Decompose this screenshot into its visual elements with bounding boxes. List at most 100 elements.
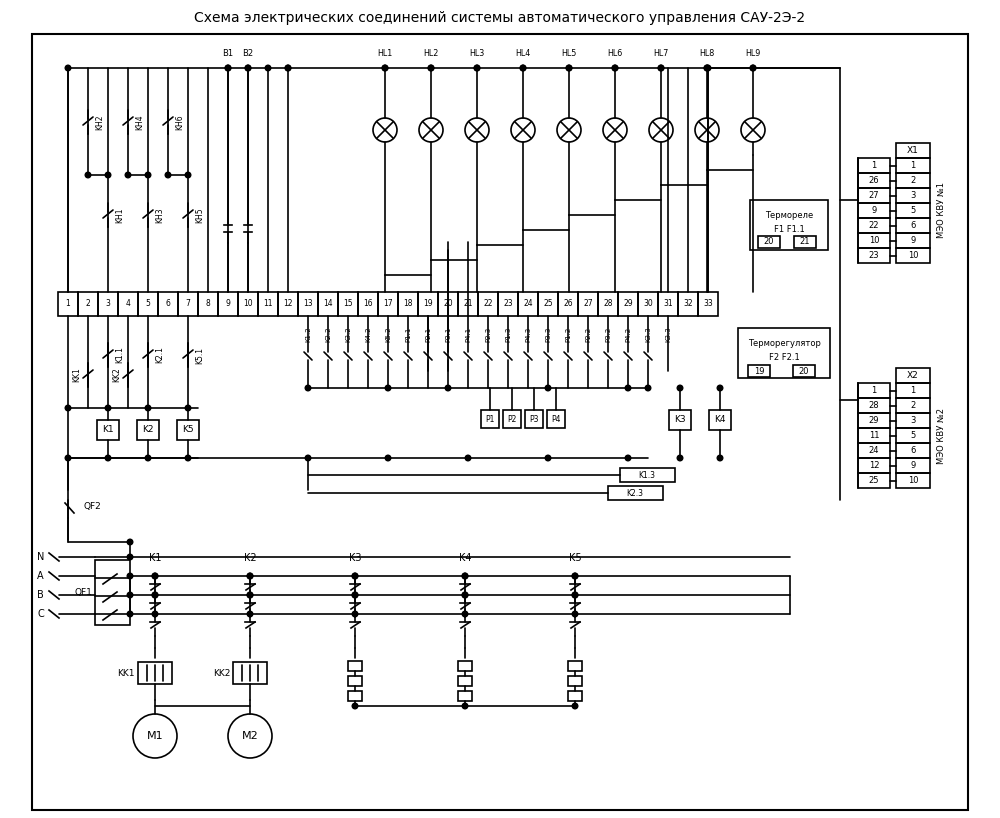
Circle shape	[185, 405, 191, 411]
Text: 26: 26	[869, 176, 879, 185]
Text: Терморегулятор: Терморегулятор	[748, 339, 820, 348]
Text: K1: K1	[102, 425, 114, 434]
Text: F1 F1.1: F1 F1.1	[774, 224, 804, 233]
Text: 6: 6	[910, 446, 916, 455]
Text: P3: P3	[529, 415, 539, 424]
Circle shape	[572, 592, 578, 598]
Bar	[896, 473, 930, 488]
Text: KH5: KH5	[195, 207, 204, 222]
Circle shape	[247, 592, 253, 598]
Circle shape	[225, 65, 231, 71]
Text: HL8: HL8	[699, 50, 715, 59]
Bar	[858, 158, 890, 173]
Text: 19: 19	[423, 299, 433, 308]
Bar	[503, 410, 521, 428]
Bar	[748, 365, 770, 377]
Bar	[858, 398, 890, 413]
Circle shape	[65, 65, 71, 71]
Text: KK1: KK1	[118, 668, 135, 677]
Text: 2: 2	[910, 176, 916, 185]
Bar	[98, 292, 118, 316]
Text: P4.2: P4.2	[625, 327, 631, 342]
Text: F2 F2.1: F2 F2.1	[769, 353, 799, 362]
Circle shape	[247, 611, 253, 617]
Text: M2: M2	[242, 731, 258, 741]
Bar	[547, 410, 565, 428]
Circle shape	[750, 65, 756, 71]
Bar	[238, 292, 258, 316]
Bar	[318, 292, 338, 316]
Circle shape	[152, 592, 158, 598]
Circle shape	[145, 455, 151, 461]
Bar	[608, 486, 663, 500]
Text: 9: 9	[910, 236, 916, 245]
Text: P4.1: P4.1	[465, 326, 471, 342]
Circle shape	[382, 65, 388, 71]
Circle shape	[625, 455, 631, 461]
Circle shape	[152, 573, 158, 579]
Text: KH6: KH6	[175, 115, 184, 130]
Bar	[858, 428, 890, 443]
Text: 6: 6	[166, 299, 170, 308]
Bar	[358, 292, 378, 316]
Text: 14: 14	[323, 299, 333, 308]
Text: 15: 15	[343, 299, 353, 308]
Bar	[525, 410, 543, 428]
Text: 8: 8	[206, 299, 210, 308]
Text: M1: M1	[147, 731, 163, 741]
Circle shape	[465, 455, 471, 461]
Text: 33: 33	[703, 299, 713, 308]
Bar	[568, 691, 582, 701]
Text: B2: B2	[242, 50, 254, 59]
Text: Термореле: Термореле	[765, 212, 813, 221]
Text: 21: 21	[800, 237, 810, 246]
Bar	[158, 292, 178, 316]
Text: 23: 23	[503, 299, 513, 308]
Text: 2: 2	[86, 299, 90, 308]
Text: K4: K4	[714, 416, 726, 425]
Circle shape	[105, 455, 111, 461]
Text: 19: 19	[754, 366, 764, 375]
Text: K4.2: K4.2	[365, 326, 371, 342]
Bar	[896, 413, 930, 428]
Text: K1.3: K1.3	[639, 470, 656, 479]
Text: 20: 20	[799, 366, 809, 375]
Text: 3: 3	[910, 416, 916, 425]
Bar	[338, 292, 358, 316]
Text: B: B	[37, 590, 44, 600]
Bar	[348, 676, 362, 686]
Bar	[418, 292, 438, 316]
Bar	[218, 292, 238, 316]
Circle shape	[245, 65, 251, 71]
Text: KH1: KH1	[115, 207, 124, 222]
Bar	[568, 676, 582, 686]
Bar	[298, 292, 318, 316]
Circle shape	[152, 611, 158, 617]
Circle shape	[352, 703, 358, 709]
Text: QF1: QF1	[74, 588, 92, 597]
Text: 24: 24	[869, 446, 879, 455]
Text: P4.3: P4.3	[525, 326, 531, 342]
Text: 10: 10	[908, 476, 918, 485]
Bar	[896, 158, 930, 173]
Text: P3.3: P3.3	[545, 326, 551, 342]
Text: K4: K4	[459, 553, 471, 563]
Text: МЭО КВУ №1: МЭО КВУ №1	[938, 182, 946, 239]
Circle shape	[704, 65, 710, 71]
Bar	[858, 248, 890, 263]
Text: KH3: KH3	[155, 207, 164, 222]
Text: 24: 24	[523, 299, 533, 308]
Text: HL5: HL5	[561, 50, 577, 59]
Circle shape	[125, 173, 131, 178]
Text: P3.1: P3.1	[445, 326, 451, 342]
Text: 18: 18	[403, 299, 413, 308]
Circle shape	[247, 573, 253, 579]
Circle shape	[566, 65, 572, 71]
Bar	[118, 292, 138, 316]
Text: K3.2: K3.2	[345, 326, 351, 342]
Text: K1: K1	[149, 553, 161, 563]
Text: 20: 20	[443, 299, 453, 308]
Text: 25: 25	[869, 476, 879, 485]
Bar	[738, 328, 830, 378]
Bar	[709, 410, 731, 430]
